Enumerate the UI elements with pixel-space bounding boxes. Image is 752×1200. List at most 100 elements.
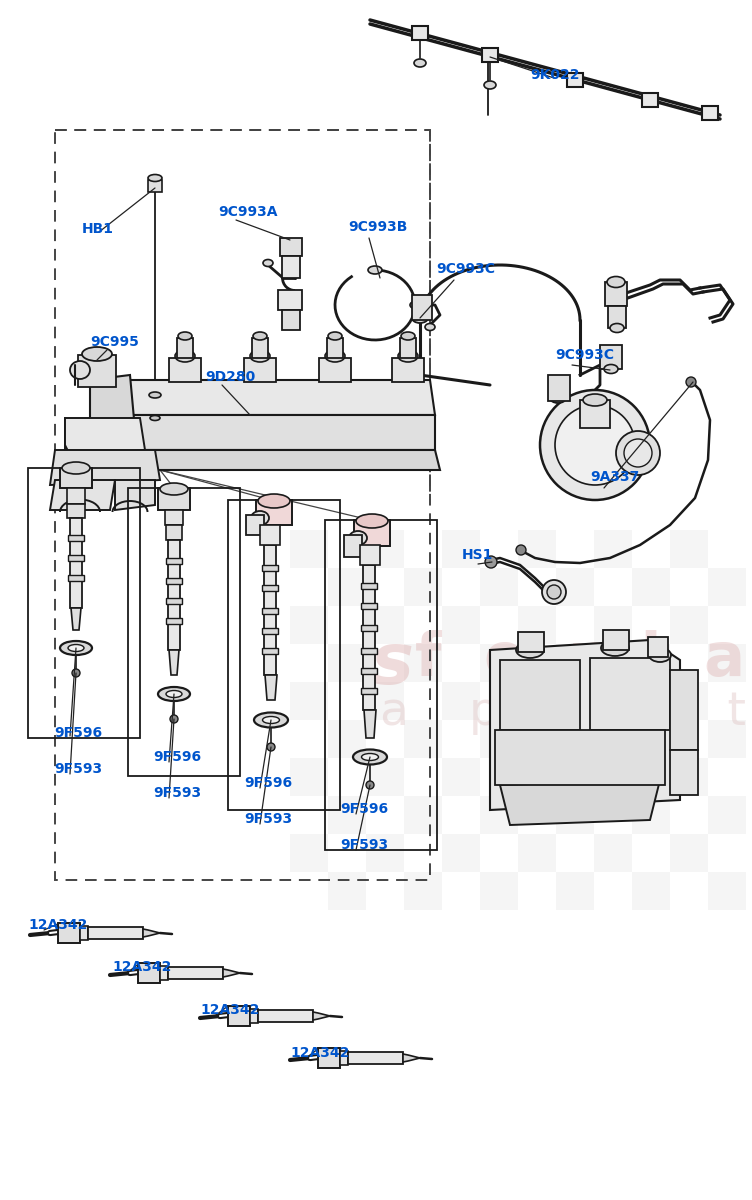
Bar bbox=[366, 682, 404, 720]
Text: 9C993C: 9C993C bbox=[555, 348, 614, 362]
Circle shape bbox=[170, 715, 178, 722]
Polygon shape bbox=[500, 780, 660, 826]
Bar bbox=[340, 1051, 348, 1066]
Bar bbox=[361, 668, 377, 674]
Bar bbox=[670, 750, 698, 794]
Ellipse shape bbox=[62, 462, 90, 474]
Bar bbox=[325, 520, 437, 850]
Bar bbox=[556, 568, 594, 606]
Bar bbox=[328, 644, 366, 682]
Bar bbox=[60, 468, 92, 488]
Ellipse shape bbox=[368, 266, 382, 274]
Polygon shape bbox=[490, 640, 680, 810]
Text: 9C995: 9C995 bbox=[90, 335, 139, 349]
Bar bbox=[55, 130, 430, 880]
Text: 12A342: 12A342 bbox=[112, 960, 171, 974]
Bar bbox=[670, 670, 698, 750]
Bar bbox=[354, 520, 390, 546]
Bar bbox=[366, 606, 404, 644]
Bar bbox=[708, 872, 746, 910]
Bar bbox=[58, 923, 80, 943]
Circle shape bbox=[686, 377, 696, 386]
Bar bbox=[518, 530, 556, 568]
Bar bbox=[138, 962, 160, 983]
Ellipse shape bbox=[649, 648, 671, 662]
Ellipse shape bbox=[362, 754, 378, 761]
Bar bbox=[548, 374, 570, 401]
Bar bbox=[348, 1052, 403, 1064]
Bar bbox=[404, 796, 442, 834]
Bar bbox=[168, 967, 223, 979]
Bar bbox=[361, 688, 377, 694]
Polygon shape bbox=[50, 450, 160, 485]
Ellipse shape bbox=[328, 332, 342, 340]
Bar bbox=[518, 606, 556, 644]
Polygon shape bbox=[50, 480, 115, 510]
Bar bbox=[318, 1048, 340, 1068]
Bar bbox=[290, 834, 328, 872]
Bar bbox=[128, 488, 240, 776]
Text: 9F593: 9F593 bbox=[340, 838, 388, 852]
Ellipse shape bbox=[484, 80, 496, 89]
Ellipse shape bbox=[262, 716, 280, 724]
Polygon shape bbox=[143, 929, 160, 937]
Bar bbox=[482, 48, 498, 62]
Bar bbox=[360, 545, 380, 565]
Polygon shape bbox=[364, 710, 376, 738]
Bar bbox=[594, 530, 632, 568]
Text: 9K022: 9K022 bbox=[530, 68, 580, 82]
Bar bbox=[169, 358, 201, 382]
Polygon shape bbox=[90, 374, 135, 430]
Bar bbox=[632, 872, 670, 910]
Bar bbox=[361, 602, 377, 608]
Bar bbox=[632, 720, 670, 758]
Bar bbox=[670, 682, 708, 720]
Bar bbox=[68, 554, 84, 560]
Bar bbox=[400, 338, 416, 358]
Bar bbox=[412, 26, 428, 40]
Ellipse shape bbox=[410, 301, 420, 308]
Bar bbox=[78, 355, 116, 386]
Bar bbox=[556, 872, 594, 910]
Polygon shape bbox=[95, 450, 440, 470]
Polygon shape bbox=[313, 1012, 330, 1020]
Text: HS1: HS1 bbox=[462, 548, 493, 562]
Bar bbox=[228, 500, 340, 810]
Bar bbox=[594, 834, 632, 872]
Ellipse shape bbox=[254, 713, 288, 727]
Bar bbox=[166, 558, 182, 564]
Text: 9F596: 9F596 bbox=[54, 726, 102, 740]
Ellipse shape bbox=[175, 350, 195, 362]
Circle shape bbox=[542, 580, 566, 604]
Bar bbox=[278, 290, 302, 310]
Bar bbox=[262, 565, 278, 571]
Bar bbox=[282, 310, 300, 330]
Bar bbox=[670, 834, 708, 872]
Bar bbox=[68, 535, 84, 541]
Ellipse shape bbox=[325, 350, 345, 362]
Text: 9A337: 9A337 bbox=[590, 470, 639, 484]
Bar bbox=[282, 256, 300, 278]
Ellipse shape bbox=[583, 394, 607, 406]
Ellipse shape bbox=[70, 361, 90, 379]
Bar bbox=[148, 180, 162, 192]
Bar bbox=[80, 926, 88, 940]
Bar bbox=[670, 758, 708, 796]
Bar bbox=[480, 644, 518, 682]
Bar bbox=[600, 346, 622, 370]
Bar bbox=[361, 583, 377, 589]
Bar bbox=[344, 535, 362, 557]
Ellipse shape bbox=[148, 174, 162, 181]
Bar bbox=[480, 872, 518, 910]
Bar bbox=[480, 568, 518, 606]
Bar bbox=[594, 758, 632, 796]
Ellipse shape bbox=[178, 332, 192, 340]
Ellipse shape bbox=[550, 392, 566, 403]
Text: 12A342: 12A342 bbox=[290, 1046, 350, 1060]
Ellipse shape bbox=[349, 530, 367, 545]
Bar bbox=[495, 730, 665, 785]
Ellipse shape bbox=[253, 332, 267, 340]
Bar bbox=[702, 106, 718, 120]
Bar bbox=[290, 606, 328, 644]
Bar bbox=[328, 568, 366, 606]
